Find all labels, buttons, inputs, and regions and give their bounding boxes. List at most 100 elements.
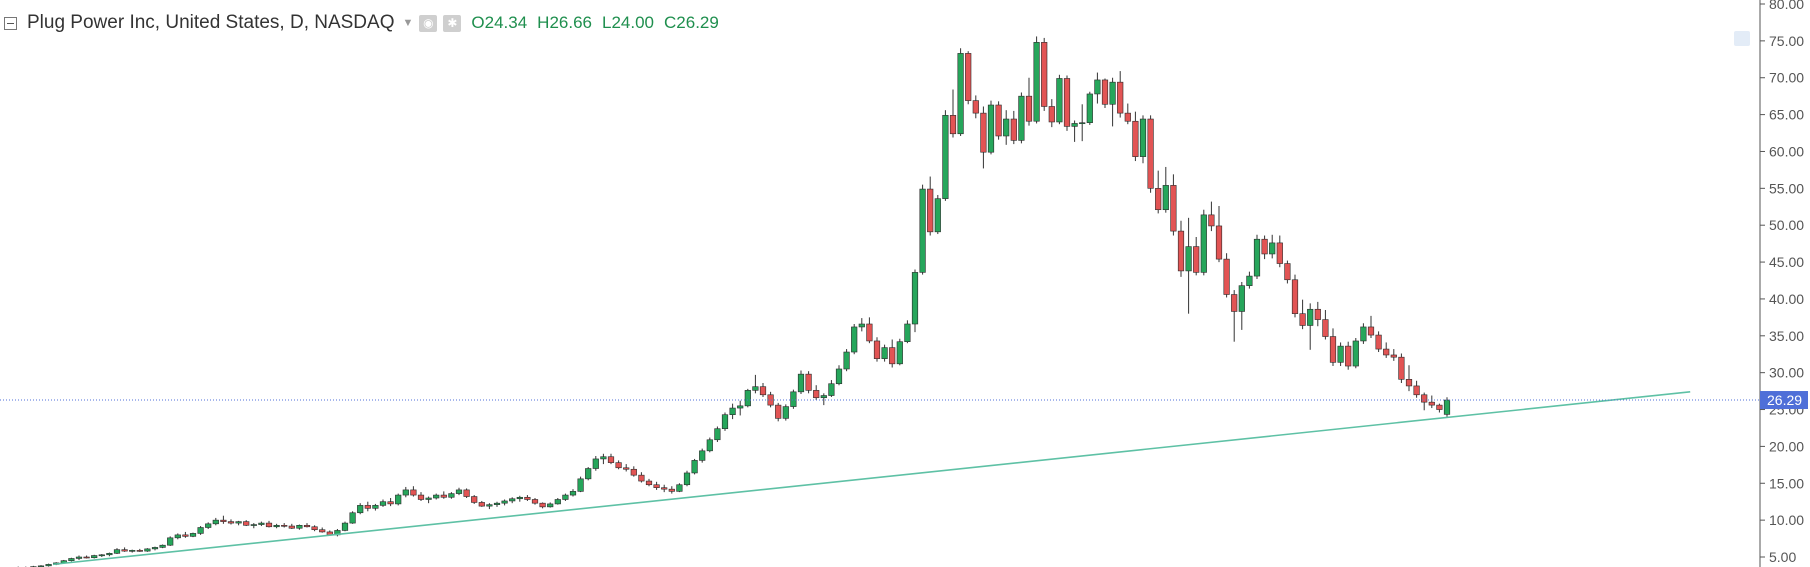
candle[interactable] xyxy=(121,547,128,552)
candle[interactable] xyxy=(661,484,668,493)
candle[interactable] xyxy=(737,400,744,416)
candle[interactable] xyxy=(1063,75,1071,131)
candle[interactable] xyxy=(357,503,364,515)
candle[interactable] xyxy=(197,526,204,535)
candle[interactable] xyxy=(1421,392,1428,411)
candle[interactable] xyxy=(372,503,379,511)
candle[interactable] xyxy=(319,527,326,533)
candle[interactable] xyxy=(440,491,447,499)
candle[interactable] xyxy=(364,501,371,512)
candle[interactable] xyxy=(562,493,569,501)
candle[interactable] xyxy=(1314,301,1321,327)
candle[interactable] xyxy=(699,448,706,463)
candle[interactable] xyxy=(493,501,501,507)
candle[interactable] xyxy=(1398,353,1405,383)
candle[interactable] xyxy=(813,385,820,400)
candle[interactable] xyxy=(463,488,470,499)
candle[interactable] xyxy=(683,470,691,487)
candle[interactable] xyxy=(151,546,159,551)
candle[interactable] xyxy=(615,460,622,470)
candle[interactable] xyxy=(889,339,896,368)
candle[interactable] xyxy=(600,453,607,465)
candle[interactable] xyxy=(1413,380,1420,398)
candle[interactable] xyxy=(1147,115,1154,193)
candle[interactable] xyxy=(1033,36,1040,124)
candle[interactable] xyxy=(1337,342,1344,367)
candle[interactable] xyxy=(341,521,349,532)
candle[interactable] xyxy=(767,391,774,408)
candle[interactable] xyxy=(91,554,98,559)
candle[interactable] xyxy=(1299,299,1306,330)
candle[interactable] xyxy=(585,467,592,481)
candle[interactable] xyxy=(448,492,455,499)
candle[interactable] xyxy=(129,549,136,553)
candle[interactable] xyxy=(113,548,121,555)
candle[interactable] xyxy=(554,498,561,505)
candle[interactable] xyxy=(433,493,440,500)
candle[interactable] xyxy=(1177,220,1185,277)
candle[interactable] xyxy=(706,437,713,453)
candle[interactable] xyxy=(235,520,242,526)
candle[interactable] xyxy=(1383,342,1390,358)
collapse-legend-icon[interactable] xyxy=(4,16,17,30)
trendline[interactable] xyxy=(52,391,1691,566)
chart-settings-button[interactable] xyxy=(1734,31,1750,46)
candle[interactable] xyxy=(927,176,934,236)
candle[interactable] xyxy=(881,344,888,362)
candle[interactable] xyxy=(1094,72,1101,104)
candle[interactable] xyxy=(1261,235,1268,260)
candle[interactable] xyxy=(106,552,113,557)
candle[interactable] xyxy=(182,531,189,538)
candle[interactable] xyxy=(243,520,250,527)
candle[interactable] xyxy=(942,110,949,201)
candle[interactable] xyxy=(1056,74,1063,125)
candle[interactable] xyxy=(623,464,630,472)
candle[interactable] xyxy=(455,487,463,496)
candle[interactable] xyxy=(288,523,295,529)
candle[interactable] xyxy=(296,524,303,530)
candle[interactable] xyxy=(1208,201,1215,232)
candle[interactable] xyxy=(858,318,865,332)
candle[interactable] xyxy=(273,523,280,529)
candle[interactable] xyxy=(395,493,402,506)
candle[interactable] xyxy=(676,483,683,493)
candle[interactable] xyxy=(1307,303,1314,350)
candle[interactable] xyxy=(934,194,941,235)
candle[interactable] xyxy=(645,478,653,487)
candle[interactable] xyxy=(1185,217,1192,314)
candle[interactable] xyxy=(638,472,645,483)
candle[interactable] xyxy=(729,403,736,420)
price-axis[interactable]: 80.00 75.00 70.00 65.00 60.00 55.00 50.00 45.00… xyxy=(1760,0,1804,565)
candle[interactable] xyxy=(1003,110,1010,145)
candle[interactable] xyxy=(653,481,660,490)
candle[interactable] xyxy=(83,555,90,559)
candle[interactable] xyxy=(775,402,782,422)
candle[interactable] xyxy=(896,338,903,366)
candle[interactable] xyxy=(379,499,387,507)
candle[interactable] xyxy=(911,269,919,333)
candle[interactable] xyxy=(425,496,432,504)
candle[interactable] xyxy=(227,519,235,525)
candle[interactable] xyxy=(1086,91,1093,125)
candle[interactable] xyxy=(965,51,972,105)
candle[interactable] xyxy=(1101,78,1109,108)
candle[interactable] xyxy=(539,502,546,509)
candle[interactable] xyxy=(1200,209,1207,276)
candle[interactable] xyxy=(873,337,881,362)
candle[interactable] xyxy=(1360,323,1367,344)
candle[interactable] xyxy=(797,370,805,395)
candle[interactable] xyxy=(68,557,75,562)
candle[interactable] xyxy=(349,511,356,524)
candle[interactable] xyxy=(1253,234,1261,280)
candle[interactable] xyxy=(714,426,721,442)
candle[interactable] xyxy=(471,495,478,504)
candle[interactable] xyxy=(258,521,265,527)
candle[interactable] xyxy=(220,515,227,524)
candle[interactable] xyxy=(790,389,797,409)
candle[interactable] xyxy=(311,525,318,532)
candle[interactable] xyxy=(417,492,425,501)
candle[interactable] xyxy=(45,563,52,567)
candle[interactable] xyxy=(1246,271,1253,289)
